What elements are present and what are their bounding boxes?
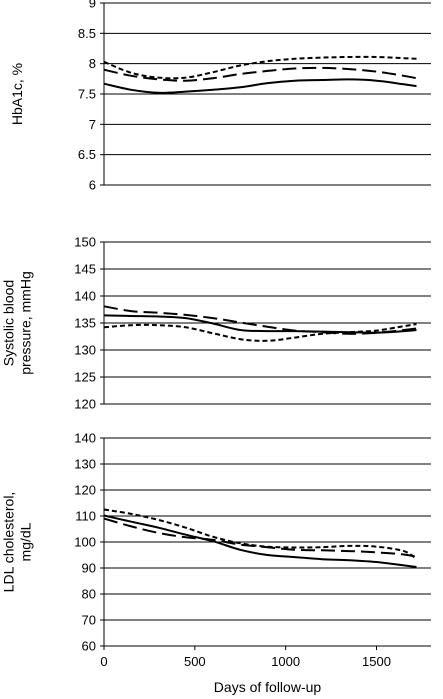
series-line-long-dash: [103, 66, 417, 82]
y-tick-label: 6.5: [78, 147, 96, 162]
y-axis-label: mg/dL: [18, 522, 34, 561]
x-tick-label: 500: [184, 654, 206, 669]
x-tick-label: 0: [100, 654, 107, 669]
y-tick-label: 100: [74, 535, 96, 550]
series-line-long-dash: [103, 517, 417, 558]
y-tick-label: 9: [89, 0, 96, 11]
y-tick-label: 140: [74, 431, 96, 446]
y-tick-label: 60: [82, 639, 96, 654]
y-axis-label: Systolic blood: [1, 280, 17, 366]
series-line-short-dash: [103, 508, 418, 560]
y-tick-label: 70: [82, 613, 96, 628]
y-tick-label: 110: [75, 509, 96, 524]
y-tick-label: 130: [74, 457, 96, 472]
series-line-solid: [103, 514, 417, 568]
y-tick-label: 90: [82, 561, 96, 576]
chart-panel-2: 120 125 130 135 140 145 150 Systolic blood press…: [1, 235, 431, 412]
series-line-short-dash: [103, 55, 417, 80]
y-tick-label: 150: [74, 235, 96, 250]
x-tick-label: 1000: [271, 654, 300, 669]
chart-panel-1: 6 6.5 7 7.5 8 8.5 9 HbA1c, %: [9, 0, 431, 193]
chart-panel-3: 60 70 80 90 100 110 120 130 140 LDL cholesterol, m…: [1, 431, 431, 695]
y-tick-label: 8.5: [78, 26, 96, 41]
x-tick-label: 1500: [362, 654, 391, 669]
y-tick-label: 8: [89, 56, 96, 71]
y-tick-label: 6: [89, 178, 96, 193]
series-line-solid: [103, 78, 417, 94]
y-tick-label: 145: [74, 262, 96, 277]
series-line-long-dash: [103, 305, 417, 335]
y-tick-label: 7.5: [78, 87, 96, 102]
y-axis-label: HbA1c, %: [9, 63, 25, 125]
y-tick-label: 135: [74, 316, 96, 331]
y-tick-label: 80: [82, 587, 96, 602]
y-tick-label: 120: [74, 397, 96, 412]
y-tick-label: 7: [89, 117, 96, 132]
y-tick-label: 130: [74, 343, 96, 358]
y-axis-label: pressure, mmHg: [18, 271, 34, 374]
series-line-solid: [103, 314, 417, 334]
y-axis-label: LDL cholesterol,: [1, 492, 17, 593]
y-tick-label: 125: [74, 370, 96, 385]
y-tick-label: 140: [74, 289, 96, 304]
y-tick-label: 120: [74, 483, 96, 498]
series-line-short-dash: [103, 323, 417, 342]
x-axis-label: Days of follow-up: [214, 679, 322, 695]
